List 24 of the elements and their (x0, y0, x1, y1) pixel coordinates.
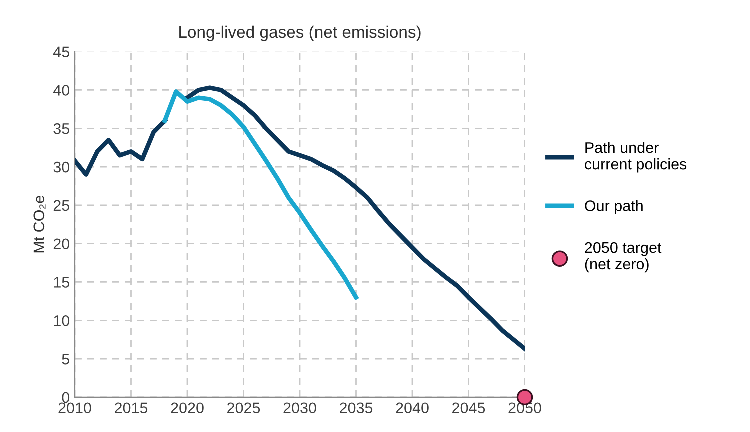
x-tick-label: 2040 (396, 402, 429, 414)
y-tick-label: 45 (54, 46, 70, 58)
y-tick-label: 10 (54, 316, 70, 326)
y-tick-label: 5 (62, 354, 70, 365)
x-tick-label: 2030 (284, 402, 316, 414)
y-tick-label: 15 (54, 277, 70, 288)
y-tick-label: 25 (54, 200, 70, 212)
legend-label: Path under current policies (585, 142, 687, 173)
y-tick-label: 30 (54, 162, 70, 173)
y-tick-label: 40 (54, 85, 70, 96)
legend-label: 2050 target (net zero) (585, 242, 662, 273)
legend-label: Our path (585, 200, 643, 214)
line-series (162, 90, 358, 300)
x-tick-label: 2025 (228, 402, 260, 414)
y-tick-label: 0 (62, 392, 70, 404)
x-tick-label: 2015 (115, 402, 148, 414)
y-axis-title: Mt CO₂e (34, 196, 46, 253)
x-tick-label: 2020 (171, 402, 204, 414)
y-tick-label: 35 (54, 124, 70, 134)
chart-title: Long-lived gases (net emissions) (180, 26, 421, 42)
y-tick-label: 20 (54, 238, 70, 250)
x-tick-label: 2010 (58, 402, 92, 414)
x-tick-label: 2035 (340, 402, 373, 414)
x-tick-label: 2045 (452, 402, 486, 414)
